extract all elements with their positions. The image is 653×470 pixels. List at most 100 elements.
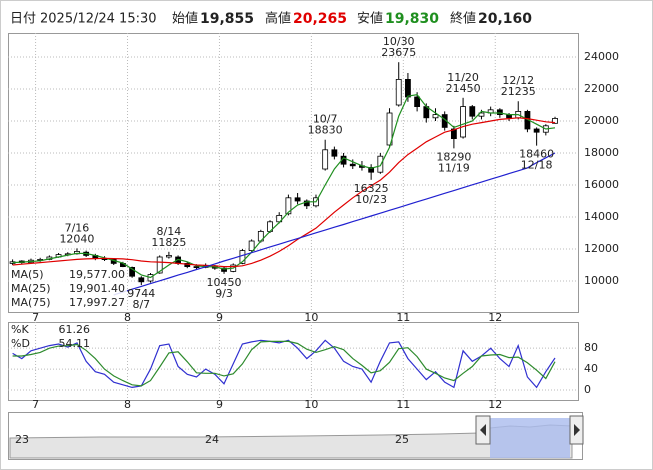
candle-body: [552, 118, 558, 124]
candle-body: [450, 128, 457, 140]
candle-body: [129, 266, 136, 277]
candle-body: [193, 266, 200, 269]
annotation-date: 8/7: [132, 298, 150, 311]
x-tick-label: 12: [488, 398, 502, 411]
y-tick-label: 18000: [584, 146, 619, 159]
y-tick-label: 24000: [584, 50, 619, 63]
candle-body: [285, 197, 292, 215]
legend-label: MA(5): [11, 268, 44, 281]
y-tick-label: 12000: [584, 242, 619, 255]
annotation-date: 7/16: [65, 221, 90, 234]
candle-body: [460, 106, 466, 138]
candle-body: [368, 166, 375, 173]
x-tick-label: 10: [304, 311, 318, 324]
x-tick-label: 7: [32, 398, 39, 411]
candle-body: [496, 109, 503, 116]
candle-body: [294, 197, 301, 202]
legend-value: 19,577.00: [69, 268, 125, 281]
header-open-label: 始値: [172, 11, 198, 27]
header-low: 19,830: [385, 11, 439, 27]
header-open: 19,855: [200, 11, 254, 27]
annotation-value: 16325: [354, 182, 389, 195]
x-tick-label: 10: [304, 398, 318, 411]
navigator-tick-label: 23: [15, 433, 29, 446]
y-tick-label: 20000: [584, 114, 619, 127]
x-tick-label: 9: [216, 398, 223, 411]
navigator-tick-label: 25: [395, 433, 409, 446]
annotation-value: 18290: [436, 150, 471, 163]
candle-body: [533, 128, 540, 133]
annotation-date: 11/20: [447, 71, 479, 84]
candle-body: [386, 112, 393, 146]
annotation-value: 21235: [501, 85, 536, 98]
y-tick-label: 14000: [584, 210, 619, 223]
legend-value: 19,901.40: [69, 282, 125, 295]
annotation-value: 18460: [519, 148, 554, 161]
header-close: 20,160: [478, 11, 532, 27]
header-datetime: 2025/12/24 15:30: [40, 12, 157, 27]
navigator-selection[interactable]: [490, 418, 570, 458]
annotation-value: 10450: [207, 276, 242, 289]
annotation-date: 10/7: [313, 113, 338, 126]
candle-body: [156, 256, 163, 274]
candle-body: [405, 79, 411, 98]
annotation-value: 11825: [151, 236, 186, 249]
stochastic-panel: [8, 322, 579, 401]
annotation-date: 9/3: [215, 287, 233, 300]
y-tick-label: 10000: [584, 274, 619, 287]
x-tick-label: 11: [396, 311, 410, 324]
price-panel: [8, 33, 579, 313]
y-tick-label: 22000: [584, 82, 619, 95]
annotation-value: 23675: [381, 46, 416, 59]
candle-body: [377, 155, 384, 173]
x-tick-label: 8: [124, 311, 131, 324]
legend-label: MA(25): [11, 282, 51, 295]
annotation-date: 10/23: [355, 193, 387, 206]
x-tick-label: 9: [216, 311, 223, 324]
navigator-tick-label: 24: [205, 433, 219, 446]
candle-body: [322, 149, 329, 170]
annotation-value: 9744: [127, 287, 155, 300]
navigator: 23 24 25: [8, 412, 584, 460]
legend-label: MA(75): [11, 296, 51, 309]
legend-label: %K: [11, 323, 29, 336]
candle-body: [414, 96, 421, 107]
annotation-value: 12040: [59, 232, 94, 245]
moving-average: [12, 93, 556, 279]
moving-average: [12, 117, 556, 268]
x-tick-label: 12: [488, 311, 502, 324]
legend-label: %D: [11, 337, 30, 350]
candle-body: [248, 240, 255, 251]
legend-value: 54.11: [59, 337, 91, 350]
y-tick-label: 16000: [584, 178, 619, 191]
annotation-date: 11/19: [438, 161, 470, 174]
x-tick-label: 7: [32, 311, 39, 324]
annotation-date: 8/14: [157, 225, 182, 238]
header-close-label: 終値: [450, 11, 476, 27]
handle-arrow: [574, 424, 580, 436]
candle-body: [303, 200, 310, 207]
candle-body: [395, 79, 402, 106]
candle-body: [432, 114, 439, 119]
y-tick-label: 80: [584, 341, 598, 354]
annotation-value: 18830: [308, 124, 343, 137]
y-tick-label: 40: [584, 362, 598, 375]
header-high: 20,265: [293, 11, 347, 27]
stochastic-line: [12, 340, 556, 387]
candle-body: [239, 250, 246, 264]
header-low-label: 安値: [357, 11, 383, 27]
y-tick-label: 0: [584, 383, 591, 396]
legend-value: 61.26: [59, 323, 91, 336]
x-tick-label: 11: [396, 398, 410, 411]
handle-arrow: [480, 424, 486, 436]
legend-value: 17,997.27: [69, 296, 125, 309]
annotation-value: 21450: [446, 82, 481, 95]
annotation-date: 12/12: [502, 74, 534, 87]
x-tick-label: 8: [124, 398, 131, 411]
candle-body: [349, 163, 356, 167]
candle-body: [331, 149, 338, 157]
candle-body: [165, 254, 172, 258]
legend-box: [9, 267, 127, 311]
